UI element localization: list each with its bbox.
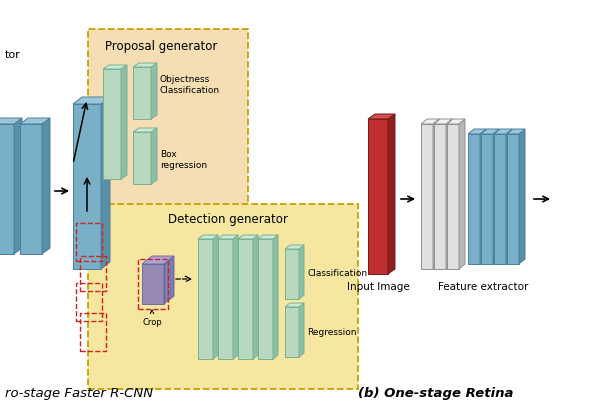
Text: Crop: Crop (142, 310, 162, 326)
Polygon shape (198, 236, 218, 239)
Polygon shape (447, 120, 465, 125)
Polygon shape (446, 120, 452, 270)
Polygon shape (507, 135, 519, 264)
Polygon shape (238, 239, 253, 359)
Text: tor: tor (5, 50, 21, 60)
Polygon shape (493, 130, 499, 264)
Bar (76, 283, 102, 321)
Polygon shape (73, 105, 101, 270)
Polygon shape (494, 130, 512, 135)
Polygon shape (481, 130, 499, 135)
Polygon shape (151, 64, 157, 120)
Polygon shape (121, 66, 127, 180)
Polygon shape (198, 239, 213, 359)
FancyBboxPatch shape (88, 30, 248, 214)
Polygon shape (506, 130, 512, 264)
Text: Objectness
Classification: Objectness Classification (160, 75, 220, 94)
Polygon shape (273, 236, 278, 359)
Polygon shape (468, 135, 480, 264)
Polygon shape (133, 129, 157, 133)
Text: Proposal generator: Proposal generator (105, 40, 217, 53)
Polygon shape (258, 236, 278, 239)
Text: Regression: Regression (307, 328, 357, 337)
Polygon shape (468, 130, 486, 135)
Polygon shape (285, 245, 304, 249)
Polygon shape (20, 119, 50, 125)
Polygon shape (14, 119, 22, 254)
Polygon shape (103, 70, 121, 180)
Polygon shape (238, 236, 258, 239)
Polygon shape (218, 236, 238, 239)
Polygon shape (519, 130, 525, 264)
Polygon shape (447, 125, 459, 270)
Polygon shape (494, 135, 506, 264)
Text: ro-stage Faster R-CNN: ro-stage Faster R-CNN (5, 386, 153, 399)
Polygon shape (481, 135, 493, 264)
Polygon shape (73, 98, 110, 105)
FancyBboxPatch shape (88, 204, 358, 389)
Polygon shape (388, 115, 395, 274)
Bar (76, 223, 102, 261)
Polygon shape (133, 64, 157, 68)
Polygon shape (142, 264, 164, 304)
Polygon shape (434, 125, 446, 270)
Polygon shape (0, 119, 22, 125)
Bar (138, 259, 168, 309)
Polygon shape (101, 98, 110, 270)
Polygon shape (213, 236, 218, 359)
Polygon shape (0, 125, 14, 254)
Polygon shape (151, 129, 157, 184)
Polygon shape (285, 303, 304, 307)
Bar (80, 313, 106, 351)
Polygon shape (480, 130, 486, 264)
Polygon shape (133, 133, 151, 184)
Polygon shape (421, 125, 433, 270)
Polygon shape (164, 256, 174, 304)
Polygon shape (285, 307, 299, 357)
Polygon shape (421, 120, 439, 125)
Text: Feature extractor: Feature extractor (438, 281, 528, 291)
Polygon shape (368, 120, 388, 274)
Polygon shape (253, 236, 258, 359)
Text: Input Image: Input Image (347, 281, 410, 291)
Polygon shape (299, 303, 304, 357)
Polygon shape (103, 66, 127, 70)
Text: (b) One-stage Retina: (b) One-stage Retina (358, 386, 514, 399)
Polygon shape (459, 120, 465, 270)
Polygon shape (299, 245, 304, 299)
Text: Box
regression: Box regression (160, 150, 207, 169)
Polygon shape (368, 115, 395, 120)
Polygon shape (142, 256, 174, 264)
Bar (80, 256, 106, 291)
Polygon shape (42, 119, 50, 254)
Polygon shape (285, 249, 299, 299)
Polygon shape (434, 120, 452, 125)
Polygon shape (507, 130, 525, 135)
Polygon shape (20, 125, 42, 254)
Text: Detection generator: Detection generator (168, 213, 288, 225)
Polygon shape (233, 236, 238, 359)
Polygon shape (258, 239, 273, 359)
Polygon shape (218, 239, 233, 359)
Polygon shape (433, 120, 439, 270)
Text: Classification: Classification (307, 268, 367, 277)
Polygon shape (133, 68, 151, 120)
